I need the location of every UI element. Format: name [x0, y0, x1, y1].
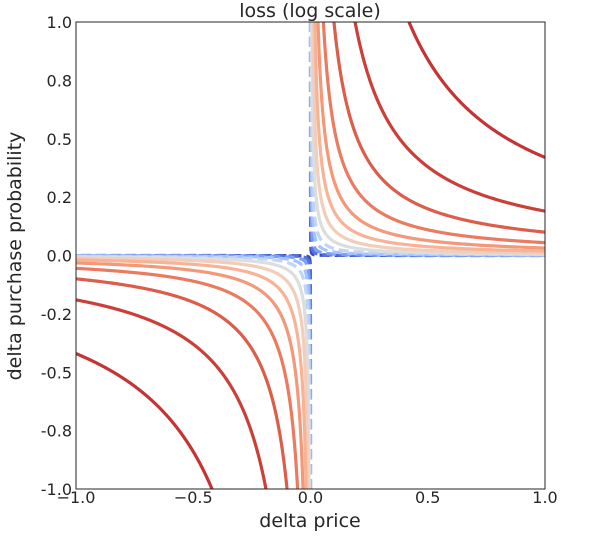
contour-line-q1: [311, 22, 545, 255]
plot-frame: [75, 21, 546, 490]
x-tick-label: 1.0: [532, 488, 557, 507]
x-tick-label: −0.5: [174, 488, 213, 507]
y-tick-label: 0.5: [47, 130, 72, 149]
contour-line-q3: [76, 266, 300, 489]
y-tick-label: 0.0: [47, 247, 72, 266]
contour-line-q1: [407, 22, 545, 159]
y-tick-label: 0.8: [47, 71, 72, 90]
contour-line-q3: [76, 261, 305, 489]
contour-line-q3: [76, 254, 312, 489]
contour-line-q3: [76, 256, 310, 489]
x-tick-label: −1.0: [57, 488, 96, 507]
contour-line-q3: [76, 352, 214, 489]
x-axis-ticks: −1.0 −0.5 0.0 0.5 1.0: [57, 488, 558, 507]
y-axis-label: delta purchase probability: [4, 132, 26, 381]
contour-line-q1: [332, 22, 545, 234]
x-tick-label: 0.0: [298, 488, 323, 507]
y-tick-label: -1.0: [41, 480, 72, 499]
contour-line-q1: [310, 22, 545, 256]
contour-line-q1: [309, 22, 545, 257]
contour-line-q3: [76, 258, 308, 489]
contour-line-q3: [76, 253, 313, 489]
x-tick-label: 0.5: [415, 488, 440, 507]
contour-line-q3: [76, 277, 289, 489]
y-tick-label: -0.2: [41, 305, 72, 324]
y-tick-label: -0.5: [41, 363, 72, 382]
x-axis-label: delta price: [259, 510, 360, 532]
contour-line-q1: [316, 22, 545, 250]
contour-line-q1: [353, 22, 545, 213]
y-tick-label: -0.8: [41, 422, 72, 441]
contour-lines: [76, 22, 545, 489]
contour-line-q1: [313, 22, 545, 253]
chart-title: loss (log scale): [239, 0, 381, 22]
contour-line-q1: [308, 22, 545, 258]
contour-line-q3: [76, 298, 268, 489]
contour-line-q3: [76, 255, 311, 489]
y-tick-label: 1.0: [47, 13, 72, 32]
contour-line-q1: [321, 22, 545, 245]
y-tick-label: 0.2: [47, 188, 72, 207]
y-axis-ticks: 1.0 0.8 0.5 0.2 0.0 -0.2 -0.5 -0.8 -1.0: [41, 13, 72, 499]
